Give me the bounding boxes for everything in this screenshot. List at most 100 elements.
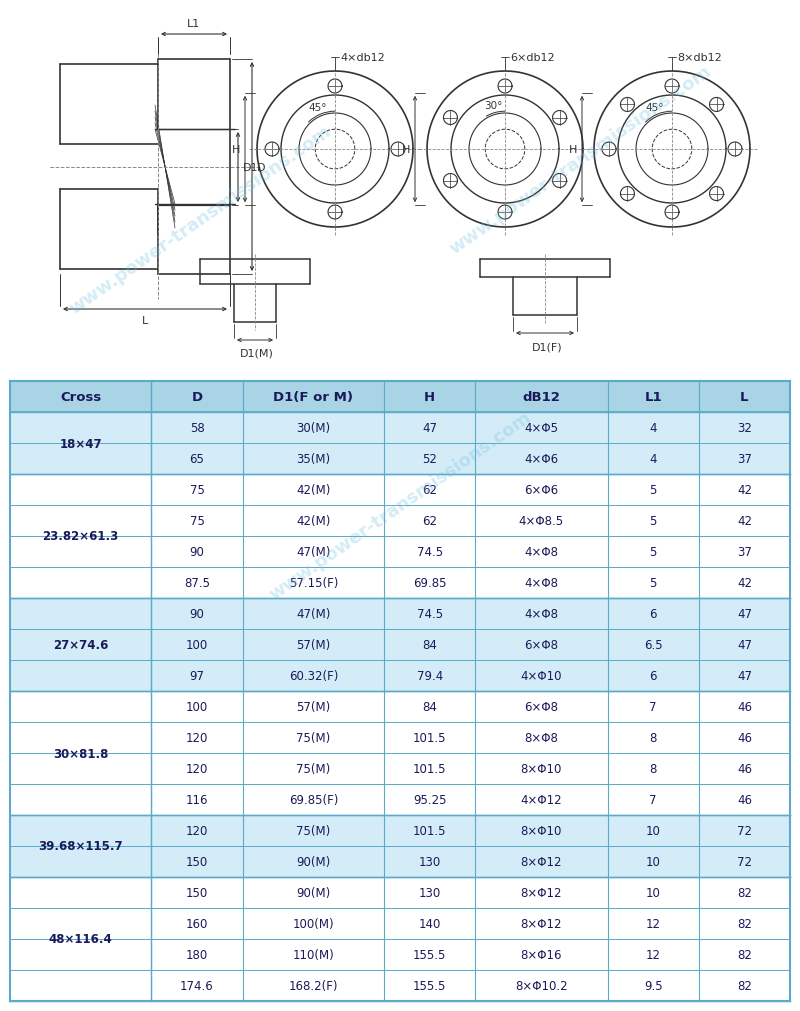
Text: 75: 75 bbox=[190, 515, 205, 528]
Text: 6×Φ6: 6×Φ6 bbox=[524, 483, 558, 496]
Text: 47(M): 47(M) bbox=[296, 608, 330, 621]
Text: 120: 120 bbox=[186, 731, 208, 744]
Text: 27×74.6: 27×74.6 bbox=[53, 638, 108, 651]
Text: 57(M): 57(M) bbox=[296, 701, 330, 714]
Text: 150: 150 bbox=[186, 886, 208, 899]
Text: 74.5: 74.5 bbox=[417, 546, 442, 558]
Text: 46: 46 bbox=[737, 701, 752, 714]
Text: 62: 62 bbox=[422, 515, 437, 528]
Text: 4×Φ12: 4×Φ12 bbox=[521, 794, 562, 806]
Text: 6: 6 bbox=[650, 608, 657, 621]
Bar bbox=[10, 878, 790, 908]
Text: 8: 8 bbox=[650, 731, 657, 744]
Text: 45°: 45° bbox=[646, 102, 664, 112]
Text: 42(M): 42(M) bbox=[296, 515, 330, 528]
Text: 130: 130 bbox=[418, 855, 441, 868]
Text: 47: 47 bbox=[737, 638, 752, 651]
Text: 100: 100 bbox=[186, 701, 208, 714]
Text: 65: 65 bbox=[190, 453, 205, 465]
Text: 101.5: 101.5 bbox=[413, 731, 446, 744]
Text: 6: 6 bbox=[650, 669, 657, 682]
Text: H: H bbox=[402, 145, 410, 155]
Text: 8×Φ16: 8×Φ16 bbox=[521, 948, 562, 961]
Text: 47: 47 bbox=[737, 608, 752, 621]
Text: 155.5: 155.5 bbox=[413, 979, 446, 992]
Text: 8×Φ10: 8×Φ10 bbox=[521, 762, 562, 775]
Text: 60.32(F): 60.32(F) bbox=[289, 669, 338, 682]
Text: 8×Φ12: 8×Φ12 bbox=[521, 917, 562, 930]
Text: dB12: dB12 bbox=[522, 390, 560, 403]
Bar bbox=[10, 381, 790, 412]
Text: 46: 46 bbox=[737, 731, 752, 744]
Text: www.power-transmissions.com: www.power-transmissions.com bbox=[66, 122, 334, 317]
Text: 30×81.8: 30×81.8 bbox=[53, 747, 108, 759]
Text: 37: 37 bbox=[737, 546, 752, 558]
Bar bbox=[10, 474, 790, 506]
Text: 7: 7 bbox=[650, 794, 657, 806]
Text: 47: 47 bbox=[422, 422, 437, 435]
Text: 160: 160 bbox=[186, 917, 208, 930]
Text: 5: 5 bbox=[650, 546, 657, 558]
Bar bbox=[10, 908, 790, 939]
Text: 47(M): 47(M) bbox=[296, 546, 330, 558]
Text: 90(M): 90(M) bbox=[296, 855, 330, 868]
Text: 130: 130 bbox=[418, 886, 441, 899]
Text: 82: 82 bbox=[737, 917, 752, 930]
Text: 48×116.4: 48×116.4 bbox=[49, 932, 113, 945]
Text: 6×Φ8: 6×Φ8 bbox=[525, 638, 558, 651]
Bar bbox=[10, 599, 790, 630]
Text: 7: 7 bbox=[650, 701, 657, 714]
Text: L: L bbox=[142, 315, 148, 326]
Text: D1(M): D1(M) bbox=[240, 349, 274, 359]
Text: 150: 150 bbox=[186, 855, 208, 868]
Bar bbox=[10, 692, 790, 722]
Text: 5: 5 bbox=[650, 515, 657, 528]
Text: 75(M): 75(M) bbox=[296, 762, 330, 775]
Text: 8×Φ12: 8×Φ12 bbox=[521, 855, 562, 868]
Text: 8×Φ12: 8×Φ12 bbox=[521, 886, 562, 899]
Text: D1(F): D1(F) bbox=[532, 342, 562, 352]
Text: D1(F or M): D1(F or M) bbox=[274, 390, 354, 403]
Bar bbox=[10, 506, 790, 537]
Text: 4×Φ8: 4×Φ8 bbox=[525, 576, 558, 589]
Text: 95.25: 95.25 bbox=[413, 794, 446, 806]
Text: 82: 82 bbox=[737, 979, 752, 992]
Text: 4: 4 bbox=[650, 453, 657, 465]
Bar bbox=[10, 567, 790, 599]
Text: L: L bbox=[740, 390, 749, 403]
Text: 6×Φ8: 6×Φ8 bbox=[525, 701, 558, 714]
Text: 42: 42 bbox=[737, 483, 752, 496]
Text: 8×Φ10: 8×Φ10 bbox=[521, 824, 562, 837]
Text: 32: 32 bbox=[737, 422, 752, 435]
Text: D: D bbox=[257, 163, 266, 172]
Bar bbox=[10, 846, 790, 878]
Text: 57(M): 57(M) bbox=[296, 638, 330, 651]
Text: 30°: 30° bbox=[484, 101, 502, 110]
Text: 90: 90 bbox=[190, 608, 205, 621]
Text: 4×Φ6: 4×Φ6 bbox=[524, 453, 558, 465]
Text: 45°: 45° bbox=[308, 102, 326, 112]
Text: 46: 46 bbox=[737, 762, 752, 775]
Text: 9.5: 9.5 bbox=[644, 979, 662, 992]
Bar bbox=[10, 970, 790, 1001]
Text: 90(M): 90(M) bbox=[296, 886, 330, 899]
Bar bbox=[10, 660, 790, 692]
Text: 6.5: 6.5 bbox=[644, 638, 662, 651]
Text: 10: 10 bbox=[646, 824, 661, 837]
Bar bbox=[10, 815, 790, 846]
Text: 23.82×61.3: 23.82×61.3 bbox=[42, 530, 119, 543]
Text: 8: 8 bbox=[650, 762, 657, 775]
Text: 4×Φ8: 4×Φ8 bbox=[525, 546, 558, 558]
Bar bbox=[10, 939, 790, 970]
Text: 84: 84 bbox=[422, 701, 437, 714]
Text: 8×Φ10.2: 8×Φ10.2 bbox=[515, 979, 568, 992]
Text: Cross: Cross bbox=[60, 390, 102, 403]
Text: 42: 42 bbox=[737, 576, 752, 589]
Text: 110(M): 110(M) bbox=[293, 948, 334, 961]
Text: 8×Φ8: 8×Φ8 bbox=[525, 731, 558, 744]
Bar bbox=[10, 785, 790, 815]
Text: 4×Φ8.5: 4×Φ8.5 bbox=[519, 515, 564, 528]
Text: 58: 58 bbox=[190, 422, 204, 435]
Text: 82: 82 bbox=[737, 948, 752, 961]
Text: H: H bbox=[232, 145, 240, 155]
